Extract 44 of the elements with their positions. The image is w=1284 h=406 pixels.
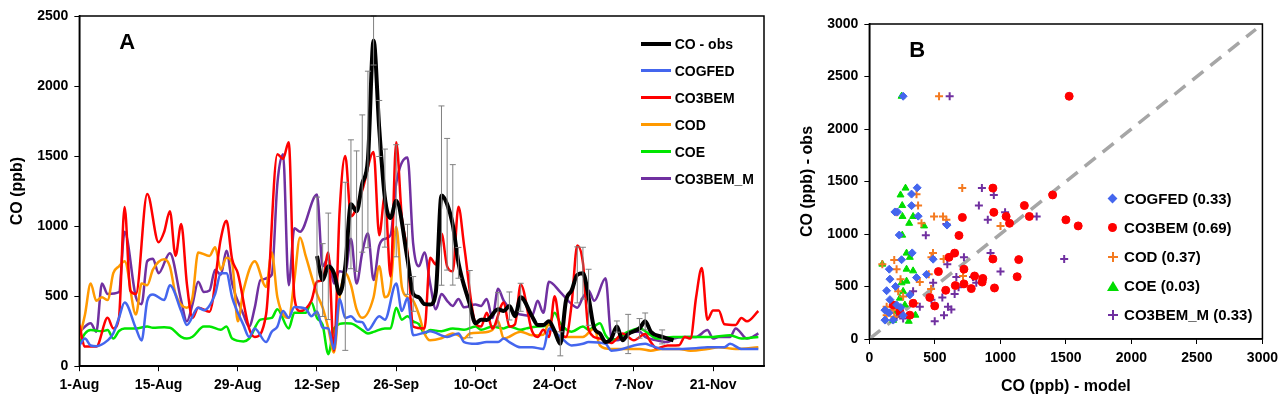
- x-tick-label: 10-Oct: [453, 376, 498, 393]
- legend-label: CO3BEM_M (0.33): [1124, 306, 1253, 323]
- legend-label: COGFED (0.33): [1124, 190, 1232, 207]
- legend-label: CO3BEM_M: [674, 170, 754, 187]
- x-axis-title: CO (ppb) - model: [1001, 376, 1131, 394]
- x-tick-label: 1-Aug: [59, 376, 100, 393]
- y-tick-label: 2000: [37, 76, 69, 93]
- y-tick-label: 1500: [37, 146, 69, 163]
- legend-label: CO3BEM (0.69): [1124, 219, 1232, 236]
- x-tick-label: 15-Aug: [134, 376, 183, 393]
- x-tick-label: 24-Oct: [532, 376, 577, 393]
- legend-label: COD: [674, 116, 706, 133]
- y-tick-label: 2000: [827, 119, 859, 136]
- y-tick-label: 1000: [37, 216, 69, 233]
- legend-label: COGFED: [674, 62, 735, 79]
- y-tick-label: 500: [834, 277, 859, 294]
- x-tick-label: 1000: [984, 349, 1017, 366]
- x-tick-label: 29-Aug: [214, 376, 262, 393]
- x-tick-label: 2000: [1115, 349, 1148, 366]
- x-tick-label: 12-Sep: [294, 376, 340, 393]
- y-axis-title: CO (ppb): [8, 156, 26, 226]
- x-tick-label: 2500: [1181, 349, 1213, 366]
- x-tick-label: 1500: [1050, 349, 1082, 366]
- annotation: B: [909, 37, 926, 63]
- x-tick-label: 7-Nov: [614, 376, 654, 393]
- y-axis-title: CO (ppb) - obs: [798, 125, 816, 238]
- y-tick-label: 3000: [827, 14, 859, 31]
- legend-label: COE: [674, 143, 705, 160]
- x-tick-label: 3000: [1246, 349, 1279, 366]
- y-tick-label: 500: [44, 287, 69, 304]
- y-tick-label: 2500: [37, 6, 69, 23]
- annotation: A: [119, 29, 136, 55]
- y-tick-label: 0: [850, 329, 859, 346]
- legend-label: COE (0.03): [1124, 277, 1200, 294]
- y-tick-label: 1500: [827, 172, 859, 189]
- y-tick-label: 2500: [827, 67, 859, 84]
- y-tick-label: 1000: [827, 224, 859, 241]
- x-tick-label: 500: [923, 349, 947, 366]
- x-tick-label: 21-Nov: [689, 376, 737, 393]
- x-tick-label: 0: [865, 349, 874, 366]
- legend-label: COD (0.37): [1124, 248, 1201, 265]
- legend-label: CO3BEM: [674, 89, 735, 106]
- legend-label: CO - obs: [674, 35, 733, 52]
- x-tick-label: 26-Sep: [373, 376, 420, 393]
